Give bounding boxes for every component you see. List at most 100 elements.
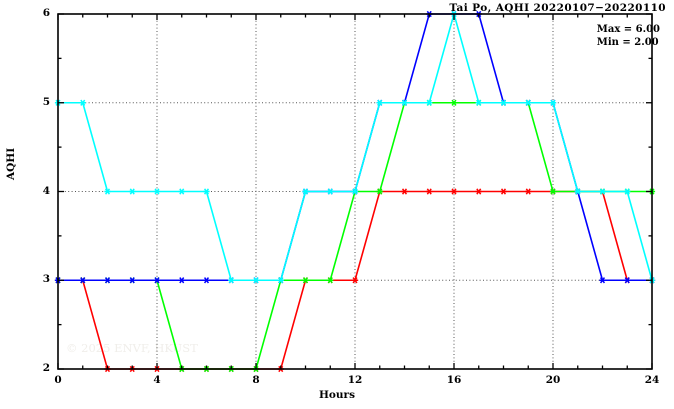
marker-bar [500, 99, 507, 106]
marker-bar [599, 277, 606, 284]
chart-title: Tai Po, AQHI 20220107−20220110 [449, 2, 666, 14]
marker-bar [302, 277, 309, 284]
data-point-marker [624, 188, 631, 195]
data-point-marker [475, 188, 482, 195]
data-point-marker [228, 277, 235, 284]
marker-bar [599, 188, 606, 195]
data-point-marker [574, 188, 581, 195]
y-tick-label: 5 [42, 95, 50, 108]
marker-bar [179, 188, 185, 195]
data-point-marker [178, 188, 185, 195]
data-point-marker [549, 99, 557, 106]
marker-bar [104, 188, 111, 195]
marker-bar [575, 188, 581, 195]
x-tick-label: 16 [446, 374, 462, 386]
marker-bar [253, 277, 259, 284]
data-point-marker [327, 188, 334, 195]
marker-bar [352, 277, 358, 284]
y-tick-label: 3 [42, 273, 50, 286]
marker-bar [476, 188, 482, 195]
marker-bar [401, 99, 408, 106]
marker-bar [302, 188, 309, 195]
stats-legend: Max = 6.00 Min = 2.00 [597, 24, 660, 49]
y-tick-label: 2 [42, 362, 50, 374]
data-point-marker [450, 188, 458, 195]
marker-bar [154, 188, 160, 195]
marker-bar [179, 277, 185, 284]
marker-bar [401, 188, 408, 195]
data-point-marker [104, 277, 111, 284]
data-point-marker [376, 188, 383, 195]
marker-bar [525, 99, 531, 106]
y-tick-label: 6 [42, 7, 50, 19]
watermark: © 2025 ENVF, HKUST [66, 341, 198, 355]
marker-bar [525, 188, 531, 195]
marker-bar [550, 99, 556, 106]
marker-bar [278, 277, 284, 284]
marker-bar [327, 188, 333, 195]
marker-bar [451, 99, 457, 106]
data-point-marker [351, 277, 359, 284]
data-point-marker [450, 99, 458, 106]
marker-bar [476, 99, 482, 106]
marker-bar [80, 99, 86, 106]
marker-bar [550, 188, 556, 195]
min-label: Min = 2.00 [596, 36, 659, 48]
data-point-marker [129, 277, 136, 284]
marker-bar [203, 188, 210, 195]
data-point-marker [129, 188, 136, 195]
marker-bar [129, 188, 135, 195]
marker-bar [80, 277, 86, 284]
data-point-marker [475, 99, 482, 106]
series-day4 [54, 10, 656, 284]
data-point-marker [500, 99, 507, 106]
x-tick-label: 12 [347, 374, 363, 386]
data-point-marker [277, 277, 284, 284]
data-point-marker [153, 277, 161, 284]
marker-bar [104, 277, 111, 284]
data-point-marker [401, 99, 408, 106]
data-point-marker [500, 188, 507, 195]
data-point-marker [599, 277, 606, 284]
data-point-marker [302, 188, 309, 195]
x-tick-label: 0 [54, 374, 62, 386]
marker-bar [377, 188, 383, 195]
data-point-marker [401, 188, 408, 195]
marker-bar [500, 188, 507, 195]
data-point-marker [178, 277, 185, 284]
marker-bar [451, 188, 457, 195]
marker-bar [203, 277, 210, 284]
marker-bar [377, 99, 383, 106]
data-point-marker [252, 277, 260, 284]
y-tick-label: 4 [42, 184, 50, 197]
data-point-marker [302, 277, 309, 284]
marker-bar [352, 188, 358, 195]
marker-bar [327, 277, 333, 284]
marker-bar [129, 277, 135, 284]
data-point-marker [203, 277, 210, 284]
data-point-marker [426, 99, 433, 106]
data-point-marker [549, 188, 557, 195]
x-axis-label: Hours [318, 389, 355, 401]
data-point-marker [599, 188, 606, 195]
data-point-marker [79, 277, 86, 284]
data-point-marker [104, 188, 111, 195]
x-tick-label: 8 [252, 374, 260, 386]
marker-bar [624, 277, 630, 284]
data-point-marker [153, 188, 161, 195]
data-point-marker [376, 99, 383, 106]
x-tick-label: 24 [644, 374, 660, 386]
marker-bar [426, 188, 432, 195]
data-point-marker [624, 277, 631, 284]
data-point-marker [426, 188, 433, 195]
data-point-marker [203, 188, 210, 195]
max-label: Max = 6.00 [596, 24, 660, 35]
data-point-marker [327, 277, 334, 284]
data-point-marker [525, 99, 532, 106]
data-point-marker [351, 188, 359, 195]
data-point-marker [525, 188, 532, 195]
marker-bar [624, 188, 630, 195]
data-point-marker [79, 99, 86, 106]
